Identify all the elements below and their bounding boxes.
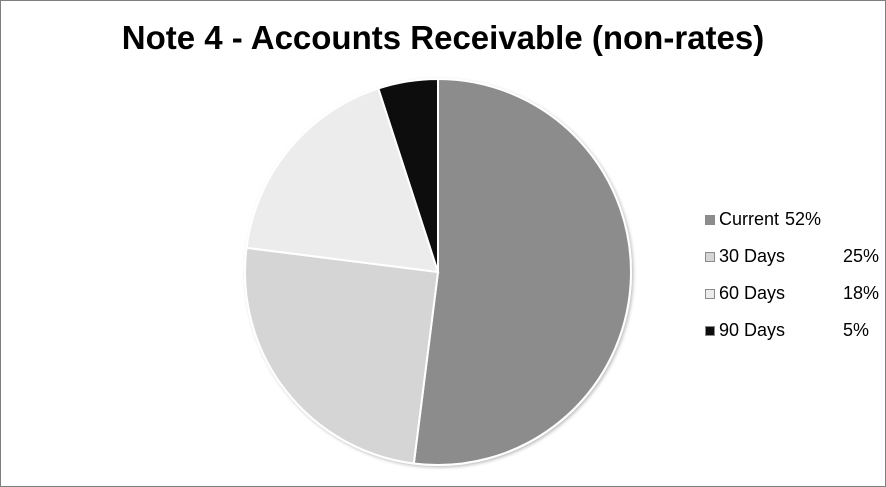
legend-item-60-days: 60 Days 18%: [705, 283, 883, 320]
legend-label: 60 Days: [719, 283, 786, 303]
legend: Current 52% 30 Days 25% 60 Days 18% 90 D…: [705, 209, 883, 357]
legend-label: 90 Days: [719, 320, 786, 340]
pie-slice-current: [412, 77, 632, 466]
legend-value: 18%: [843, 283, 880, 303]
legend-item-current: Current 52%: [705, 209, 883, 246]
pie-slice-90-days: [377, 77, 439, 273]
legend-item-90-days: 90 Days 5%: [705, 320, 883, 357]
legend-swatch: [705, 215, 715, 225]
legend-swatch: [705, 289, 715, 299]
legend-value: 5%: [843, 320, 870, 340]
pie-slice-30-days: [244, 246, 440, 465]
legend-swatch: [705, 252, 715, 262]
legend-value: 25%: [843, 246, 880, 266]
legend-label: 30 Days: [719, 246, 786, 266]
pie-slice-60-days: [245, 87, 440, 274]
chart-title: Note 4 - Accounts Receivable (non-rates): [121, 19, 765, 56]
legend-swatch: [705, 326, 715, 336]
legend-item-30-days: 30 Days 25%: [705, 246, 883, 283]
legend-label: Current: [719, 209, 780, 229]
legend-value: 52%: [785, 209, 822, 229]
